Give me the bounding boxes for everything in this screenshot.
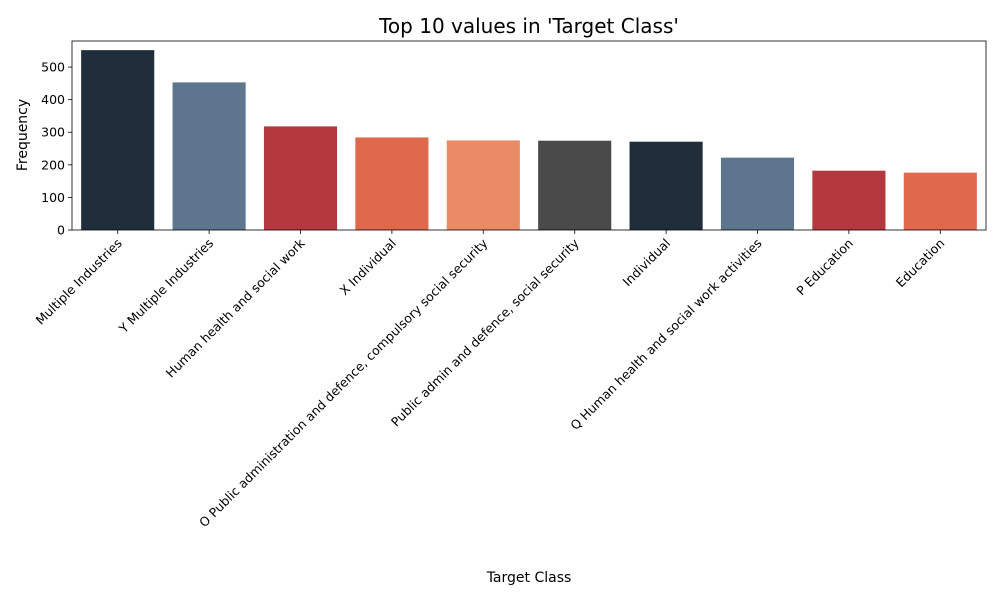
x-tick-label-9: P Education: [793, 236, 856, 299]
x-tick-label-8: Q Human health and social work activitie…: [567, 236, 764, 433]
chart-title: Top 10 values in 'Target Class': [378, 14, 679, 38]
y-tick-label-6: 500: [41, 60, 65, 75]
bar-9: [812, 170, 886, 230]
bar-1: [81, 50, 155, 230]
bars-group: [81, 50, 977, 230]
bar-4: [355, 137, 429, 230]
plot-frame: [71, 40, 987, 231]
y-tick-label-1: 0: [57, 223, 65, 238]
x-tick-label-1: Multiple Industries: [33, 236, 125, 328]
y-tick-label-3: 200: [41, 157, 65, 172]
bar-3: [263, 126, 338, 230]
y-axis: 0 100 200 300 400 500: [41, 60, 72, 238]
y-tick-label-5: 400: [41, 92, 65, 107]
x-tick-label-6: Public admin and defence, social securit…: [388, 235, 582, 429]
x-tick-label-2: Y Multiple Industries: [115, 236, 216, 337]
bar-6: [538, 140, 612, 230]
bar-5: [446, 140, 520, 230]
bar-2: [172, 82, 246, 230]
y-axis-label: Frequency: [15, 99, 31, 171]
bar-10: [903, 172, 977, 230]
bar-7: [629, 141, 703, 230]
y-tick-label-4: 300: [41, 125, 65, 140]
x-tick-label-4: X Individual: [336, 236, 399, 299]
x-tick-label-7: Individual: [620, 236, 674, 290]
x-tick-label-10: Education: [893, 236, 948, 291]
x-axis-label: Target Class: [486, 570, 572, 586]
y-tick-label-2: 100: [41, 190, 65, 205]
bar-8: [720, 157, 795, 230]
